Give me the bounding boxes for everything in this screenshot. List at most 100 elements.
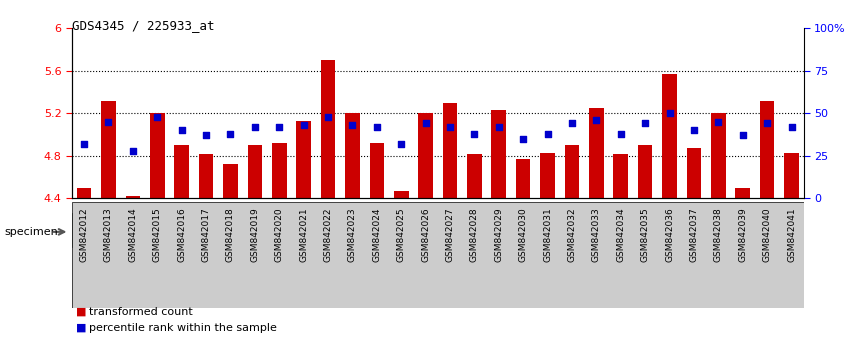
Bar (564, 145, 580, 198)
Bar (638, 145, 652, 198)
Text: GSM842024: GSM842024 (372, 207, 382, 262)
Text: GSM842023: GSM842023 (348, 207, 357, 262)
Point (175, 127, 189, 133)
Text: ■: ■ (76, 307, 86, 317)
Bar (77, 188, 91, 198)
Point (200, 132, 213, 138)
Point (639, 121, 652, 126)
Bar (541, 153, 555, 198)
Bar (345, 113, 360, 198)
Text: GSM842016: GSM842016 (177, 207, 186, 262)
Bar (784, 153, 799, 198)
Point (321, 114, 335, 120)
Point (468, 131, 481, 137)
Bar (174, 145, 189, 198)
Point (346, 122, 360, 128)
Text: specimen: specimen (4, 227, 58, 237)
Text: GSM842022: GSM842022 (323, 207, 332, 262)
Text: GSM842035: GSM842035 (640, 207, 650, 262)
Text: ■: ■ (76, 323, 86, 333)
Text: GSM842037: GSM842037 (689, 207, 699, 262)
Text: GDS4345 / 225933_at: GDS4345 / 225933_at (72, 19, 214, 33)
Text: GSM842015: GSM842015 (153, 207, 162, 262)
Point (761, 121, 774, 126)
Point (590, 117, 603, 123)
Point (443, 124, 457, 130)
Point (687, 127, 700, 133)
Point (77, 141, 91, 147)
Bar (613, 154, 628, 198)
Point (711, 119, 725, 125)
Text: GSM842033: GSM842033 (592, 207, 601, 262)
Bar (589, 108, 604, 198)
Bar (662, 74, 677, 198)
Text: GSM842020: GSM842020 (275, 207, 283, 262)
Text: GSM842039: GSM842039 (739, 207, 747, 262)
Point (102, 119, 115, 125)
Point (614, 131, 628, 137)
Text: transformed count: transformed count (89, 307, 193, 317)
Bar (102, 101, 116, 198)
Text: pre-surgery: pre-surgery (186, 225, 250, 235)
Text: GSM842041: GSM842041 (787, 207, 796, 262)
Point (394, 141, 408, 147)
Bar (467, 154, 481, 198)
Text: GSM842017: GSM842017 (201, 207, 211, 262)
Bar (735, 188, 750, 198)
Bar (442, 103, 458, 198)
Bar (711, 113, 726, 198)
Text: post-surgery: post-surgery (475, 225, 547, 235)
Bar (418, 113, 433, 198)
Point (272, 124, 286, 130)
Point (248, 124, 261, 130)
Text: GSM842028: GSM842028 (470, 207, 479, 262)
Text: GSM842025: GSM842025 (397, 207, 406, 262)
Bar (223, 164, 238, 198)
Bar (199, 154, 213, 198)
Point (736, 132, 750, 138)
Bar (394, 191, 409, 198)
Point (785, 124, 799, 130)
Bar (321, 60, 335, 198)
Text: GSM842019: GSM842019 (250, 207, 260, 262)
Text: GSM842026: GSM842026 (421, 207, 430, 262)
Text: GSM842012: GSM842012 (80, 207, 89, 262)
Text: GSM842040: GSM842040 (762, 207, 772, 262)
Point (370, 124, 383, 130)
Point (151, 114, 164, 120)
Text: GSM842014: GSM842014 (129, 207, 137, 262)
Bar (296, 121, 311, 198)
Text: GSM842030: GSM842030 (519, 207, 528, 262)
Bar (760, 101, 774, 198)
FancyBboxPatch shape (72, 213, 365, 247)
Bar (272, 143, 287, 198)
FancyBboxPatch shape (657, 213, 804, 247)
Point (662, 110, 676, 116)
Text: GSM842021: GSM842021 (299, 207, 308, 262)
Text: GSM842027: GSM842027 (446, 207, 454, 262)
Point (541, 131, 554, 137)
Bar (370, 143, 384, 198)
Point (126, 148, 140, 154)
Text: GSM842038: GSM842038 (714, 207, 722, 262)
Point (565, 121, 579, 126)
Point (492, 124, 506, 130)
Bar (248, 145, 262, 198)
Point (223, 131, 237, 137)
Point (516, 136, 530, 142)
Point (297, 122, 310, 128)
Text: percentile rank within the sample: percentile rank within the sample (89, 323, 277, 333)
Text: GSM842013: GSM842013 (104, 207, 113, 262)
Bar (516, 159, 530, 198)
FancyBboxPatch shape (365, 213, 657, 247)
Text: GSM842032: GSM842032 (568, 207, 576, 262)
Bar (150, 113, 165, 198)
Text: GSM842029: GSM842029 (494, 207, 503, 262)
Text: GSM842034: GSM842034 (616, 207, 625, 262)
Bar (125, 196, 140, 198)
Text: GSM842036: GSM842036 (665, 207, 674, 262)
Bar (687, 148, 701, 198)
Text: GSM842018: GSM842018 (226, 207, 235, 262)
Point (419, 121, 432, 126)
Text: GSM842031: GSM842031 (543, 207, 552, 262)
